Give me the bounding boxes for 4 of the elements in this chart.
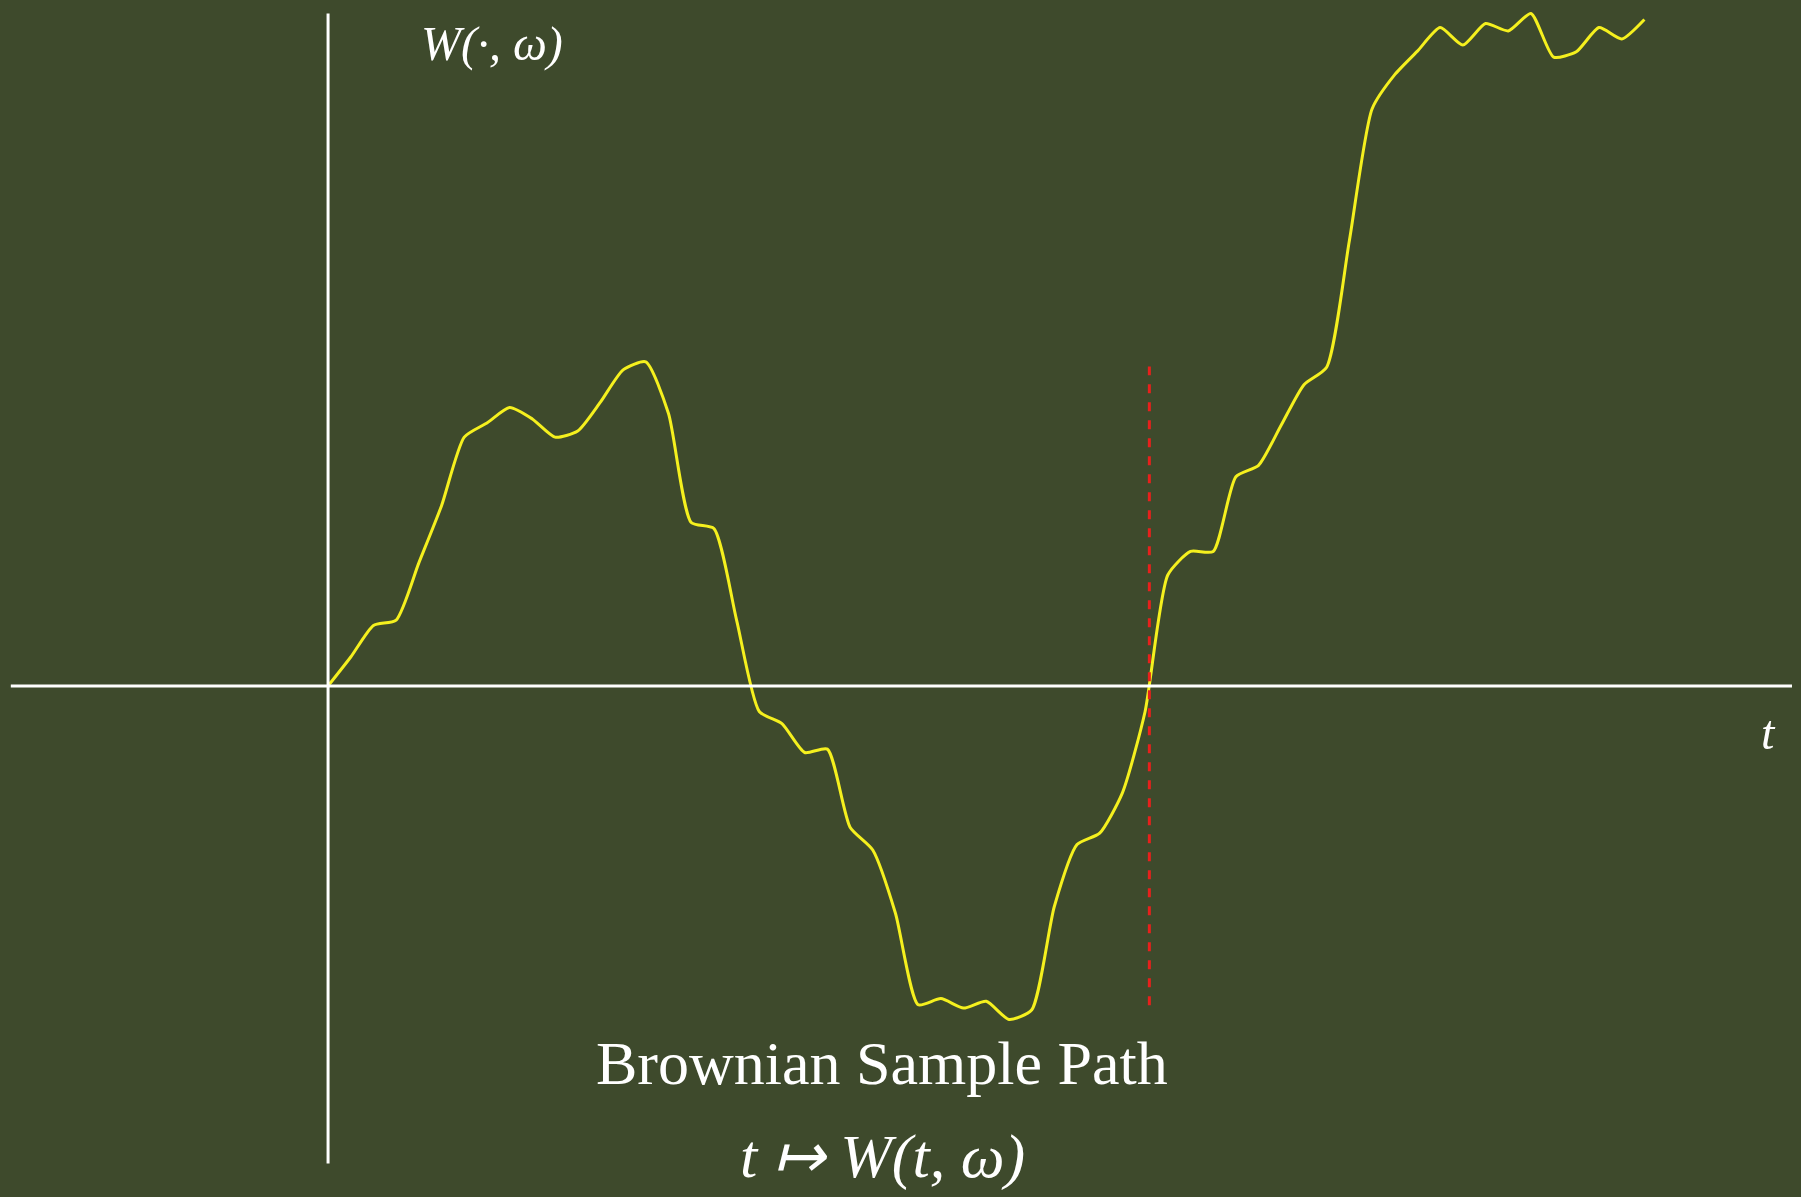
- y-axis-title: W(·, ω): [421, 17, 563, 71]
- text: t: [1761, 706, 1776, 759]
- text: Brownian Sample Path: [596, 1029, 1168, 1097]
- text: t ↦ W(t, ω): [740, 1122, 1026, 1191]
